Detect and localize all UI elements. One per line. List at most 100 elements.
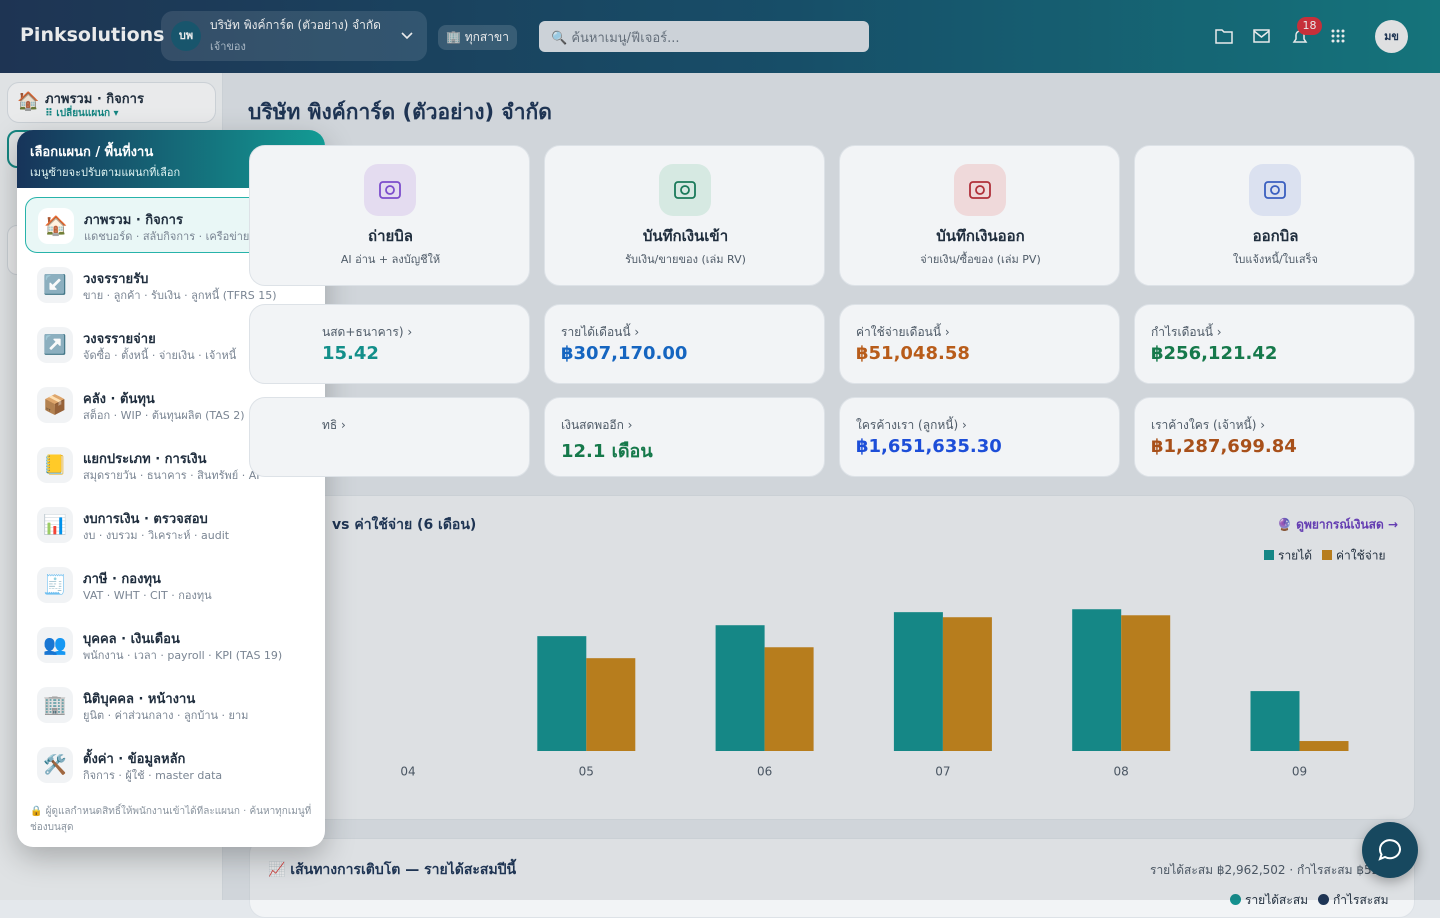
stat-label: ใครค้างเรา (ลูกหนี้) ›	[856, 418, 967, 432]
dept-item-icon: 🏠	[38, 208, 74, 244]
bar	[1072, 609, 1122, 751]
dept-item-desc: แดชบอร์ด · สลับกิจการ · เครือข่าย	[84, 230, 250, 243]
dept-icon: 🏠	[17, 91, 40, 112]
action-icon	[954, 164, 1006, 216]
dept-item-icon: ↗️	[37, 327, 73, 363]
dept-item-desc: ขาย · ลูกค้า · รับเงิน · ลูกหนี้ (TFRS 1…	[83, 289, 277, 302]
dept-item-icon: 🏢	[37, 687, 73, 723]
stat-card[interactable]: รายได้เดือนนี้ › ฿307,170.00	[544, 304, 825, 384]
notification-badge: 18	[1297, 17, 1322, 35]
stat-value: ฿51,048.58	[856, 343, 970, 364]
dept-item[interactable]: 🧾 ภาษี · กองทุน VAT · WHT · CIT · กองทุน	[25, 557, 317, 613]
action-icon	[364, 164, 416, 216]
stat-label: เงินสดพออีก ›	[561, 418, 633, 432]
bar	[764, 647, 814, 751]
action-title: ออกบิล	[1252, 227, 1299, 245]
bar	[1299, 741, 1349, 751]
action-title: บันทึกเงินเข้า	[642, 227, 729, 245]
top-bar: Pinksolutions บพ บริษัท พิงค์การ์ด (ตัวอ…	[0, 0, 1440, 73]
quick-action[interactable]: ถ่ายบิล AI อ่าน + ลงบัญชีให้	[249, 145, 530, 286]
stat-card[interactable]: ค่าใช้จ่ายเดือนนี้ › ฿51,048.58	[839, 304, 1120, 384]
stat-card[interactable]: กำไรเดือนนี้ › ฿256,121.42	[1134, 304, 1415, 384]
dept-item-title: วงจรรายจ่าย	[83, 332, 156, 347]
forecast-link[interactable]: 🔮 ดูพยากรณ์เงินสด →	[1277, 518, 1398, 533]
dept-switch-label: ⠿ เปลี่ยนแผนก ▾	[45, 108, 119, 119]
dept-item[interactable]: 👥 บุคคล · เงินเดือน พนักงาน · เวลา · payro…	[25, 617, 317, 673]
dept-menu-subtitle: เมนูซ้ายจะปรับตามแผนกที่เลือก	[30, 166, 181, 179]
bar	[942, 617, 992, 751]
x-tick-label: 07	[935, 765, 950, 779]
x-tick-label: 08	[1114, 765, 1129, 779]
icon-glyph	[379, 181, 401, 199]
dept-item-desc: VAT · WHT · CIT · กองทุน	[83, 589, 212, 602]
growth-title: 📈 เส้นทางการเติบโต — รายได้สะสมปีนี้	[268, 862, 517, 878]
stat-value: ฿1,651,635.30	[856, 436, 1002, 457]
dept-item-desc: สต็อก · WIP · ต้นทุนผลิต (TAS 2)	[83, 409, 245, 422]
dept-item[interactable]: 📊 งบการเงิน · ตรวจสอบ งบ · งบรวม · วิเคราะ…	[25, 497, 317, 553]
quick-action[interactable]: บันทึกเงินเข้ารับเงิน/ขายของ (เล่ม RV)	[544, 145, 825, 286]
legend-label: รายได้	[1278, 549, 1312, 563]
stat-label: กำไรเดือนนี้ ›	[1151, 325, 1222, 339]
stat-card[interactable]: นสด+ธนาคาร) › 15.42	[249, 304, 530, 384]
dept-item-desc: กิจการ · ผู้ใช้ · master data	[83, 769, 223, 782]
dept-item-icon: 🧾	[37, 567, 73, 603]
growth-summary: รายได้สะสม ฿2,962,502 · กำไรสะสม ฿52	[1150, 863, 1380, 877]
stat-card[interactable]: ทธิ ›	[249, 397, 530, 477]
dept-item-title: ตั้งค่า · ข้อมูลหลัก	[83, 752, 186, 767]
chat-button[interactable]	[1362, 822, 1418, 878]
chat-icon	[1378, 839, 1401, 861]
quick-action[interactable]: ออกบิลใบแจ้งหนี้/ใบเสร็จ	[1134, 145, 1415, 286]
dept-item-desc: จัดซื้อ · ตั้งหนี้ · จ่ายเงิน · เจ้าหนี้	[83, 349, 237, 362]
action-desc: ใบแจ้งหนี้/ใบเสร็จ	[1233, 253, 1318, 266]
dept-item-icon: 🛠️	[37, 747, 73, 783]
company-role: เจ้าของ	[210, 40, 246, 53]
action-title: บันทึกเงินออก	[936, 227, 1025, 245]
stat-label: นสด+ธนาคาร) ›	[322, 325, 413, 339]
bar	[893, 612, 943, 751]
dept-item[interactable]: 🛠️ ตั้งค่า · ข้อมูลหลักกิจการ · ผู้ใช้ · …	[25, 737, 317, 793]
stat-card[interactable]: ใครค้างเรา (ลูกหนี้) › ฿1,651,635.30	[839, 397, 1120, 477]
x-tick-label: 09	[1292, 765, 1307, 779]
page-title: บริษัท พิงค์การ์ด (ตัวอย่าง) จำกัด	[248, 100, 552, 124]
dept-item[interactable]: 📦 คลัง · ต้นทุน สต็อก · WIP · ต้นทุนผลิต (…	[25, 377, 317, 433]
icon-glyph	[969, 181, 991, 199]
dept-item-title: บุคคล · เงินเดือน	[83, 632, 180, 647]
action-title: ถ่ายบิล	[367, 227, 413, 245]
branch-selector[interactable]: 🏢 ทุกสาขา	[438, 25, 517, 50]
dept-item[interactable]: ↗️ วงจรรายจ่ายจัดซื้อ · ตั้งหนี้ · จ่ายเง…	[25, 317, 317, 373]
stat-label: ทธิ ›	[322, 418, 346, 432]
action-icon	[659, 164, 711, 216]
legend-swatch	[1322, 550, 1332, 560]
x-tick-label: 04	[400, 765, 415, 779]
company-switcher[interactable]: บพ บริษัท พิงค์การ์ด (ตัวอย่าง) จำกัด เจ…	[161, 11, 427, 61]
icon-glyph	[674, 181, 696, 199]
stat-value: ฿307,170.00	[561, 343, 688, 364]
bar	[586, 658, 636, 751]
stat-value: ฿256,121.42	[1151, 343, 1278, 364]
chart: vs ค่าใช้จ่าย (6 เดือน) 🔮 ดูพยากรณ์เงินส…	[332, 515, 1398, 779]
dept-item-title: วงจรรายรับ	[83, 272, 149, 287]
dept-item[interactable]: ↙️ วงจรรายรับ ขาย · ลูกค้า · รับเงิน · ลูก…	[25, 257, 317, 313]
bar	[1121, 615, 1171, 751]
avatar[interactable]: มข	[1375, 20, 1408, 53]
action-desc: รับเงิน/ขายของ (เล่ม RV)	[625, 253, 746, 266]
stat-label: รายได้เดือนนี้ ›	[561, 325, 640, 339]
stat-value: 15.42	[322, 343, 379, 364]
dept-item-desc: งบ · งบรวม · วิเคราะห์ · audit	[83, 529, 230, 542]
dept-item-desc: พนักงาน · เวลา · payroll · KPI (TAS 19)	[83, 649, 283, 662]
dept-item[interactable]: 📒 แยกประเภท · การเงิน สมุดรายวัน · ธนาคาร …	[25, 437, 317, 493]
dept-item[interactable]: 🏢 นิติบุคคล · หน้างาน ยูนิต · ค่าส่วนกลาง …	[25, 677, 317, 733]
legend-swatch	[1264, 550, 1274, 560]
bar	[537, 636, 587, 751]
x-tick-label: 05	[579, 765, 594, 779]
dept-item-icon: 📒	[37, 447, 73, 483]
dept-item-title: ภาษี · กองทุน	[83, 572, 161, 587]
search-box[interactable]: 🔍 ค้นหาเมนู/ฟีเจอร์...	[539, 21, 869, 52]
stat-card[interactable]: เราค้างใคร (เจ้าหนี้) › ฿1,287,699.84	[1134, 397, 1415, 477]
icon-glyph	[1264, 181, 1286, 199]
action-icon	[1249, 164, 1301, 216]
quick-action[interactable]: บันทึกเงินออก จ่ายเงิน/ซื้อของ (เล่ม PV)	[839, 145, 1120, 286]
dept-switcher[interactable]: 🏠 ภาพรวม · กิจการ ⠿ เปลี่ยนแผนก ▾	[7, 82, 216, 123]
stat-card[interactable]: เงินสดพออีก › 12.1 เดือน	[544, 397, 825, 477]
